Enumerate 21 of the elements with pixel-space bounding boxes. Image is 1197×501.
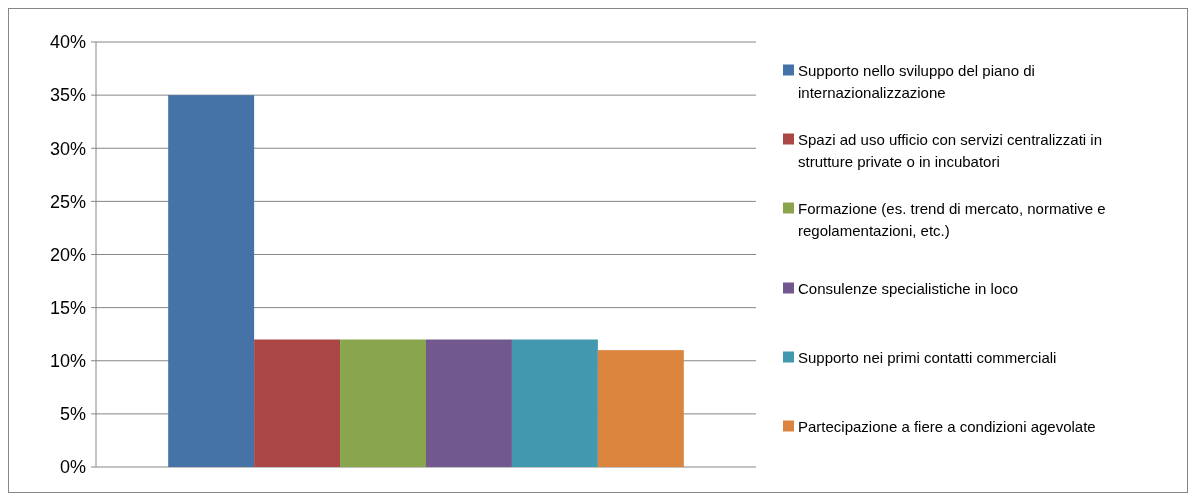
y-tick-label: 0% [59, 457, 86, 478]
y-tick-label: 25% [49, 191, 86, 212]
legend-label: Formazione (es. trend di mercato, normative e regolamentazioni, etc.) [798, 199, 1106, 239]
legend-label: Supporto nello sviluppo del piano di internazionalizzazione [798, 61, 1035, 101]
bar [168, 95, 255, 467]
legend-label: Supporto nei primi contatti commerciali [798, 348, 1057, 366]
y-tick-label: 35% [49, 85, 86, 106]
y-tick-label: 40% [49, 32, 86, 53]
bar [426, 339, 512, 467]
y-tick-label: 10% [49, 351, 86, 372]
bar [340, 339, 426, 467]
legend-label: Partecipazione a fiere a condizioni agevolate [798, 417, 1096, 435]
bar [597, 350, 684, 467]
y-tick-label: 5% [59, 404, 86, 425]
bar [254, 339, 341, 467]
legend-label: Consulenze specialistiche in loco [798, 279, 1019, 297]
bar [511, 339, 598, 467]
legend-label: Spazi ad uso ufficio con servizi centralizzati in strutture private o in incubatori [798, 130, 1103, 170]
y-tick-label: 20% [49, 244, 86, 265]
y-tick-label: 15% [49, 297, 86, 318]
y-tick-label: 30% [49, 138, 86, 159]
